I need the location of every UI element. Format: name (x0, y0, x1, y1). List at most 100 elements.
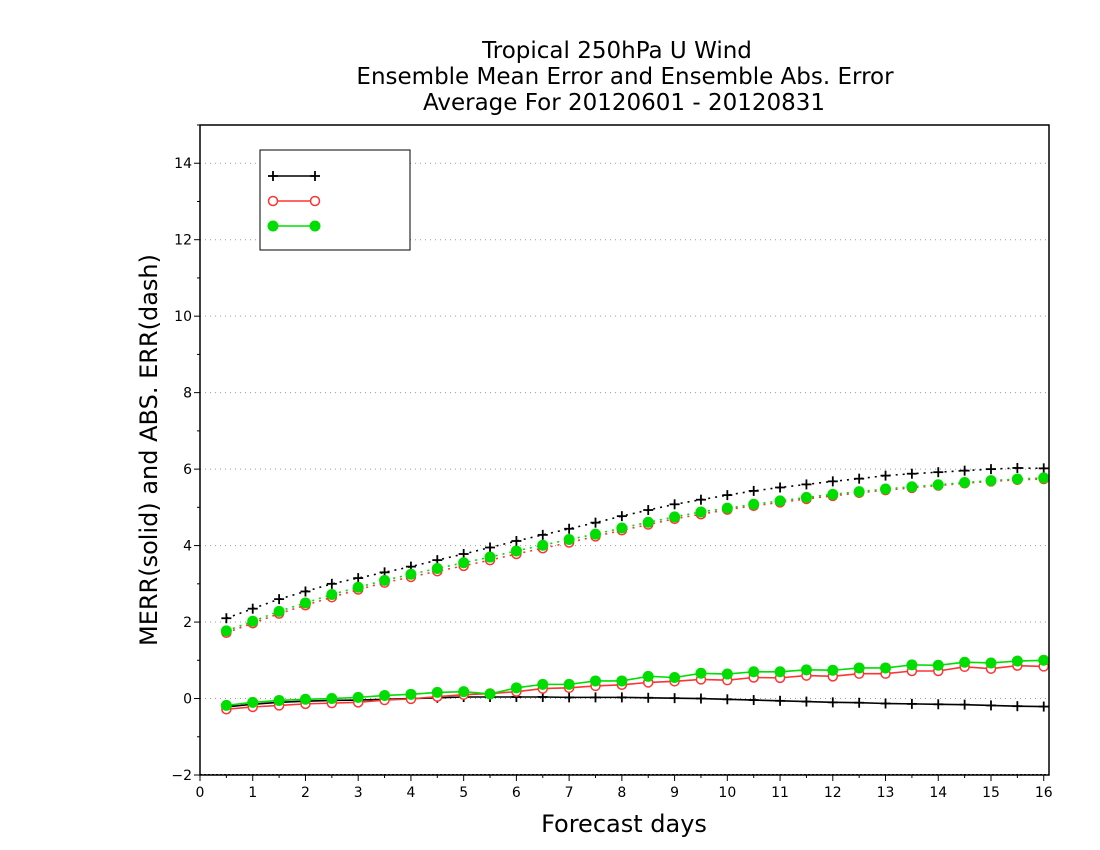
mean-error-point (959, 699, 970, 710)
abs-error-point (247, 615, 259, 627)
mean-error-point (932, 659, 944, 671)
x-tick-label: 6 (512, 785, 521, 801)
abs-error-point (695, 506, 707, 518)
abs-error-line-1 (226, 467, 1044, 619)
x-tick-label: 12 (824, 785, 842, 801)
series-layer (220, 462, 1050, 715)
y-tick-label: 10 (174, 309, 192, 325)
abs-error-point (643, 505, 654, 516)
x-tick-label: 14 (929, 785, 947, 801)
mean-error-point (484, 688, 496, 700)
y-tick-label: −2 (171, 768, 192, 784)
x-tick-label: 9 (670, 785, 679, 801)
abs-error-point (932, 479, 944, 491)
mean-error-point (643, 692, 654, 703)
abs-error-point (300, 586, 311, 597)
abs-error-point (721, 502, 733, 514)
mean-error-point (669, 672, 681, 683)
mean-error-point (589, 675, 601, 687)
mean-error-point (854, 697, 865, 708)
mean-error-point (722, 694, 733, 705)
mean-error-point (299, 693, 311, 705)
abs-error-point (220, 625, 232, 637)
y-tick-label: 0 (183, 692, 192, 708)
y-tick-label: 12 (174, 233, 192, 249)
abs-error-point (669, 499, 680, 510)
abs-error-point (326, 589, 338, 601)
legend-marker-right (309, 195, 321, 207)
x-tick-label: 1 (248, 785, 257, 801)
abs-error-point (853, 486, 865, 498)
abs-error-point (801, 479, 812, 490)
x-tick-label: 16 (1035, 785, 1053, 801)
mean-error-point (906, 698, 917, 709)
mean-error-line-2 (226, 664, 1044, 711)
mean-error-point (379, 689, 391, 701)
abs-error-point (1012, 462, 1023, 473)
x-tick-label: 8 (617, 785, 626, 801)
abs-error-point (274, 594, 285, 605)
legend-box (259, 149, 411, 251)
abs-error-point (985, 475, 997, 487)
x-tick-label: 10 (718, 785, 736, 801)
mean-error-point (775, 695, 786, 706)
mean-error-point (247, 696, 259, 708)
abs-error-point (616, 511, 627, 522)
legend-entry-2 (267, 195, 321, 207)
legend-marker-left (267, 195, 279, 207)
mean-error-point (220, 699, 232, 711)
legend-entries (267, 171, 321, 232)
y-tick-label: 14 (174, 156, 192, 172)
abs-error-point (800, 491, 812, 503)
abs-error-point (484, 551, 496, 563)
mean-error-point (616, 692, 627, 703)
abs-error-point (564, 523, 575, 534)
mean-error-point (827, 664, 839, 676)
legend-entry-1 (268, 171, 320, 181)
abs-error-point (589, 528, 601, 540)
x-tick-label: 15 (982, 785, 1000, 801)
mean-error-point (985, 700, 996, 711)
abs-error-point (326, 578, 337, 589)
abs-error-line-2 (226, 478, 1044, 634)
abs-error-point (379, 574, 391, 586)
mean-error-point (748, 666, 760, 678)
abs-error-point (221, 613, 232, 624)
abs-error-point (695, 494, 706, 505)
mean-error-point (774, 666, 786, 678)
mean-error-point (273, 694, 285, 706)
y-tick-label: 6 (183, 462, 192, 478)
mean-error-point (827, 697, 838, 708)
x-tick-label: 0 (196, 785, 205, 801)
y-tick-label: 4 (183, 539, 192, 555)
mean-error-point (906, 659, 918, 671)
abs-error-line-3 (226, 477, 1044, 632)
abs-error-point (299, 597, 311, 609)
abs-error-point (353, 573, 364, 584)
abs-error-point (669, 511, 681, 523)
mean-error-point (326, 693, 338, 705)
mean-error-point (590, 692, 601, 703)
legend-entry-3 (267, 220, 321, 232)
legend-marker-left (267, 220, 279, 232)
abs-error-point (748, 485, 759, 496)
abs-error-point (959, 465, 970, 476)
abs-error-point (854, 473, 865, 484)
abs-error-point (880, 470, 891, 481)
legend-marker-left (268, 171, 278, 181)
abs-error-point (722, 490, 733, 501)
mean-error-point (933, 699, 944, 710)
mean-error-point (405, 688, 417, 700)
abs-error-point (827, 488, 839, 500)
abs-error-point (1038, 463, 1049, 474)
abs-error-point (1011, 473, 1023, 485)
abs-error-point (431, 563, 443, 575)
y-tick-label: 2 (183, 615, 192, 631)
abs-error-point (247, 603, 258, 614)
abs-error-point (563, 533, 575, 545)
mean-error-point (721, 668, 733, 680)
x-tick-label: 11 (771, 785, 789, 801)
mean-error-point (510, 682, 522, 694)
chart-title-line-2: Ensemble Mean Error and Ensemble Abs. Er… (356, 64, 894, 90)
